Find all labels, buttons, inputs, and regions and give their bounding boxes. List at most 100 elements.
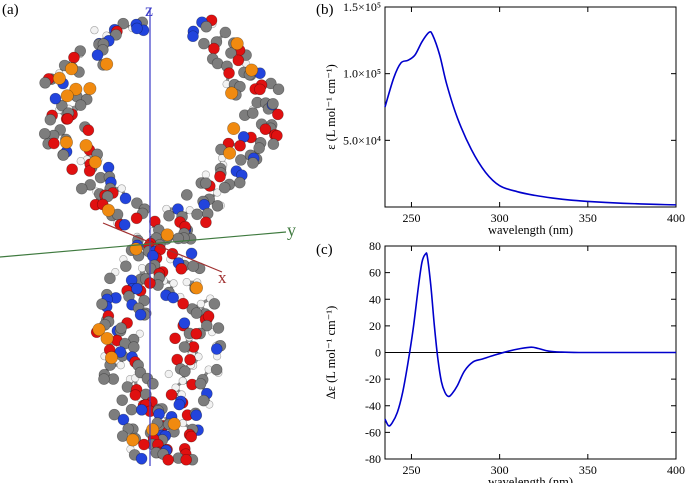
atom xyxy=(111,268,120,277)
x-tick-label: 350 xyxy=(579,211,597,225)
atom xyxy=(200,20,213,33)
atom xyxy=(223,67,235,79)
y-tick-label: 0 xyxy=(375,346,381,360)
atom xyxy=(117,17,130,30)
atom xyxy=(173,398,186,411)
y-tick-label: 1.5×10⁵ xyxy=(343,0,381,14)
atom xyxy=(210,343,223,355)
y-axis-line xyxy=(0,231,287,258)
x-axis-title: wavelength (nm) xyxy=(488,475,573,483)
atom xyxy=(178,376,187,386)
series-line xyxy=(384,252,676,427)
x-tick-label: 250 xyxy=(402,211,420,225)
x-axis-line xyxy=(102,222,223,273)
atom xyxy=(131,22,143,35)
atom xyxy=(115,322,127,334)
atom xyxy=(105,351,119,365)
atom xyxy=(272,108,284,121)
atom xyxy=(91,49,104,61)
atom xyxy=(116,394,129,407)
atom xyxy=(187,30,199,43)
y-axis-title: ε (L mol⁻¹ cm⁻¹) xyxy=(324,64,338,150)
atom xyxy=(135,452,148,465)
atom xyxy=(185,430,198,443)
atom xyxy=(200,177,212,190)
atom xyxy=(82,124,95,137)
panel-label-a: (a) xyxy=(2,2,19,18)
plot-frame xyxy=(384,6,677,208)
atom xyxy=(135,329,144,338)
atom xyxy=(64,62,78,76)
atom xyxy=(92,323,106,337)
y-tick-label: 80 xyxy=(369,239,381,253)
atom xyxy=(44,113,57,126)
atom xyxy=(235,154,247,166)
atom xyxy=(230,37,244,51)
atom xyxy=(267,138,280,150)
atom xyxy=(178,317,191,329)
atom xyxy=(164,369,173,379)
atom xyxy=(61,113,74,125)
y-tick-label: 40 xyxy=(369,292,381,306)
atom xyxy=(116,361,125,370)
atom xyxy=(180,453,192,466)
y-tick-label: -60 xyxy=(365,425,381,439)
atom xyxy=(167,291,179,304)
absorption-spectrum-chart: 250 300 350 400 5.0×10⁴ 1.0×10⁵ 1.5×10⁵ wavelen… xyxy=(324,0,685,237)
atom xyxy=(190,281,204,295)
atom xyxy=(59,135,73,149)
atom xyxy=(117,413,130,426)
dna-molecule-illustration: z y x xyxy=(0,0,296,466)
panel-label-b: (b) xyxy=(316,2,334,18)
atom xyxy=(131,282,143,295)
atom xyxy=(218,181,231,194)
cd-spectrum-chart: 250 300 350 400 -80 -60 -40 -20 0 20 40 60 80 wavelen… xyxy=(324,239,685,483)
atom xyxy=(120,260,132,273)
atom xyxy=(66,163,78,176)
atom xyxy=(190,409,203,422)
atom xyxy=(234,139,246,152)
panel-label-c: (c) xyxy=(316,242,333,258)
atom xyxy=(160,228,174,242)
atom xyxy=(110,29,122,41)
atom xyxy=(134,308,147,321)
x-tick-label: 400 xyxy=(667,463,685,477)
atom xyxy=(60,89,74,103)
atom xyxy=(75,182,88,195)
atom xyxy=(178,341,191,353)
atom xyxy=(214,170,226,183)
atom xyxy=(96,298,108,310)
atom xyxy=(198,37,210,50)
atom xyxy=(117,184,126,193)
atom xyxy=(254,83,266,96)
x-axis-label: x xyxy=(218,268,227,287)
atom xyxy=(100,331,114,345)
series-line xyxy=(384,30,677,206)
y-axis-title: Δε (L mol⁻¹ cm⁻¹) xyxy=(324,306,338,400)
atom xyxy=(74,99,87,111)
atom xyxy=(98,373,110,385)
atom xyxy=(190,307,203,319)
atom xyxy=(223,146,237,160)
atom xyxy=(49,92,62,105)
y-tick-label: -20 xyxy=(365,372,381,386)
atom xyxy=(101,203,115,217)
atom xyxy=(118,218,131,231)
atom xyxy=(126,433,140,447)
atom xyxy=(169,332,181,345)
atom xyxy=(182,278,191,287)
atom xyxy=(39,77,51,89)
x-tick-label: 350 xyxy=(579,463,597,477)
x-axis-title: wavelength (nm) xyxy=(488,223,573,237)
atom xyxy=(213,188,222,197)
atom xyxy=(200,216,212,229)
x-tick-label: 250 xyxy=(402,463,420,477)
atom xyxy=(253,142,265,154)
atom xyxy=(101,190,114,203)
z-axis-label: z xyxy=(145,0,153,20)
atom xyxy=(163,209,175,222)
atom xyxy=(135,404,148,416)
y-tick-label: -40 xyxy=(365,399,381,413)
atom xyxy=(196,299,206,309)
atom xyxy=(197,394,210,407)
